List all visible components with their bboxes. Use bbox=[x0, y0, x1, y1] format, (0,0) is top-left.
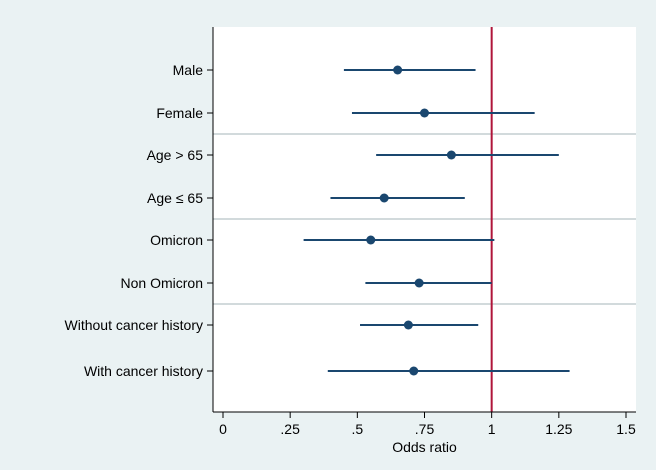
x-axis-title: Odds ratio bbox=[392, 439, 457, 455]
point-estimate bbox=[409, 366, 419, 376]
x-tick-label: .75 bbox=[415, 421, 435, 437]
point-estimate bbox=[366, 235, 376, 245]
category-label: Male bbox=[173, 62, 204, 78]
point-estimate bbox=[393, 65, 403, 75]
point-estimate bbox=[420, 108, 429, 118]
point-estimate bbox=[446, 150, 456, 160]
group-separators bbox=[213, 133, 636, 305]
category-label: Female bbox=[156, 105, 203, 121]
x-tick-label: 1 bbox=[488, 421, 496, 437]
category-label: Age ≤ 65 bbox=[147, 190, 203, 206]
point-estimate bbox=[403, 320, 413, 330]
category-label: With cancer history bbox=[84, 363, 203, 379]
category-label: Non Omicron bbox=[121, 275, 203, 291]
category-labels: Male Female Age > 65 Age ≤ 65 Omicron Non Omi… bbox=[65, 62, 213, 379]
x-tick-label: .25 bbox=[280, 421, 300, 437]
x-tick-label: .5 bbox=[351, 421, 363, 437]
point-estimate bbox=[414, 278, 424, 288]
x-tick-label: 1.25 bbox=[545, 421, 572, 437]
point-estimates bbox=[366, 65, 456, 376]
confidence-intervals bbox=[303, 69, 570, 372]
category-label: Age > 65 bbox=[147, 147, 204, 163]
category-label: Omicron bbox=[150, 232, 203, 248]
x-tick-label: 0 bbox=[219, 421, 227, 437]
category-label: Without cancer history bbox=[65, 317, 204, 333]
x-axis-ticks: 0 .25 .5 .75 1 1.25 1.5 bbox=[219, 412, 636, 437]
x-tick-label: 1.5 bbox=[616, 421, 636, 437]
point-estimate bbox=[379, 193, 389, 203]
